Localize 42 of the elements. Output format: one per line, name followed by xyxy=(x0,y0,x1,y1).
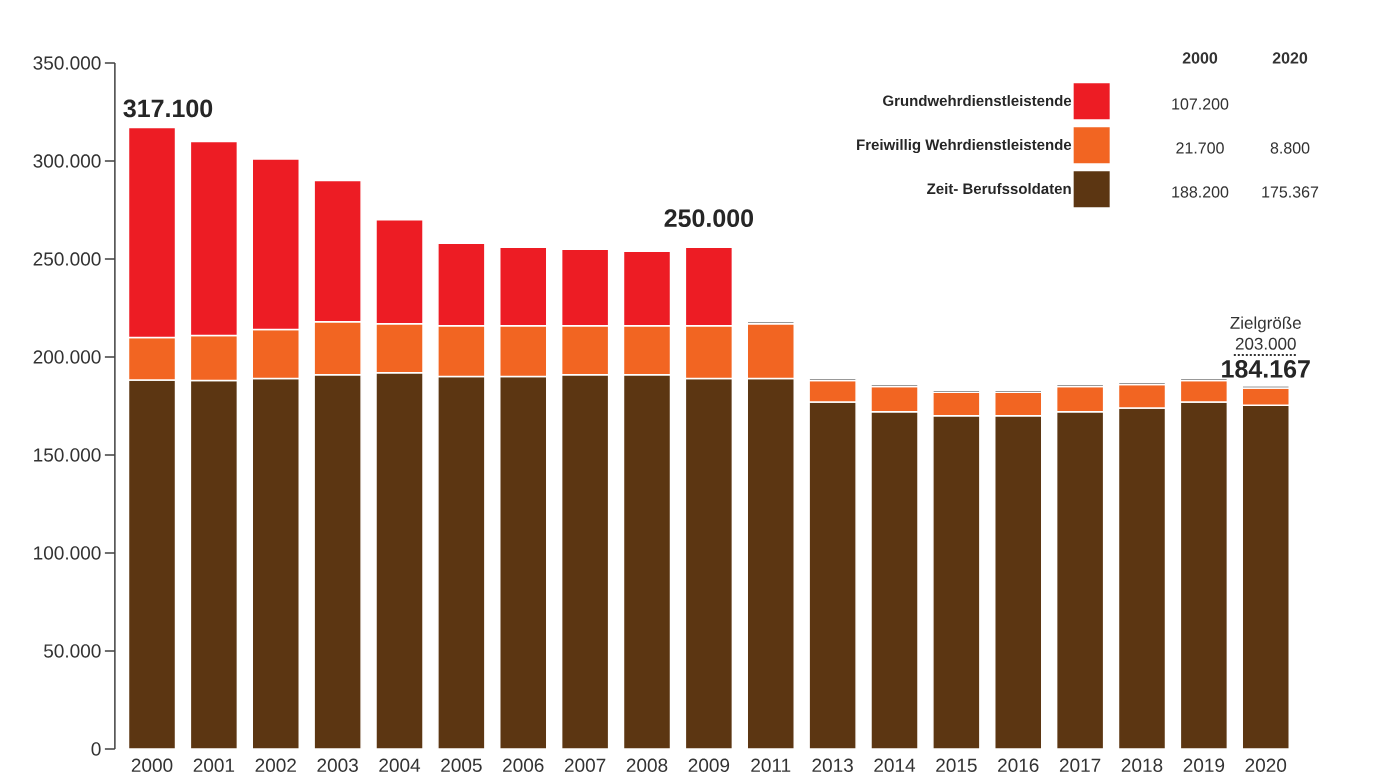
x-tick-label: 2017 xyxy=(1059,758,1101,772)
x-tick-label: 2018 xyxy=(1121,758,1163,772)
y-tick-label: 100.000 xyxy=(34,546,101,560)
y-tick-label: 350.000 xyxy=(33,56,101,70)
y-tick-label: 300.000 xyxy=(33,154,101,168)
y-tick-label: 150.000 xyxy=(34,448,101,462)
x-tick-label: 2007 xyxy=(564,758,606,772)
annotation: 107.200 xyxy=(1172,98,1229,110)
x-tick-label: 2009 xyxy=(688,758,730,772)
x-tick-label: 2008 xyxy=(626,758,668,772)
annotation: 188.200 xyxy=(1172,186,1229,198)
annotation: 175.367 xyxy=(1262,186,1319,198)
x-tick-label: 2016 xyxy=(998,758,1039,772)
annotation: 2000 xyxy=(1182,52,1218,64)
annotation: Zielgröße xyxy=(1230,316,1301,333)
annotation: 184.167 xyxy=(1222,360,1310,378)
x-tick-label: 2020 xyxy=(1245,758,1287,772)
x-tick-label: 2001 xyxy=(193,758,235,772)
x-tick-label: 2015 xyxy=(936,758,977,772)
legend-label: Zeit- Berufssoldaten xyxy=(927,183,1071,195)
annotation: 203.000 xyxy=(1235,337,1296,350)
y-tick-label: 200.000 xyxy=(33,350,101,364)
x-tick-label: 2004 xyxy=(379,758,421,772)
legend-label: Grundwehrdienstleistende xyxy=(883,95,1072,107)
y-tick-label: 0 xyxy=(91,742,101,756)
annotation: 21.700 xyxy=(1176,142,1224,154)
y-tick-label: 250.000 xyxy=(33,252,101,266)
x-tick-label: 2005 xyxy=(441,758,482,772)
x-tick-label: 2003 xyxy=(317,758,358,772)
annotation: 250.000 xyxy=(664,209,754,228)
legend-label: Freiwillig Wehrdienstleistende xyxy=(857,139,1072,154)
annotation: 8.800 xyxy=(1270,142,1310,154)
x-tick-label: 2011 xyxy=(751,758,791,772)
x-tick-label: 2006 xyxy=(503,758,544,772)
annotation: 2020 xyxy=(1272,52,1308,64)
x-tick-label: 2014 xyxy=(874,758,916,772)
x-tick-label: 2013 xyxy=(812,758,853,772)
x-tick-label: 2002 xyxy=(255,758,296,772)
annotation: 317.100 xyxy=(123,99,213,118)
x-tick-label: 2000 xyxy=(131,758,173,772)
y-tick-label: 50.000 xyxy=(43,644,101,658)
x-tick-label: 2019 xyxy=(1183,758,1225,772)
